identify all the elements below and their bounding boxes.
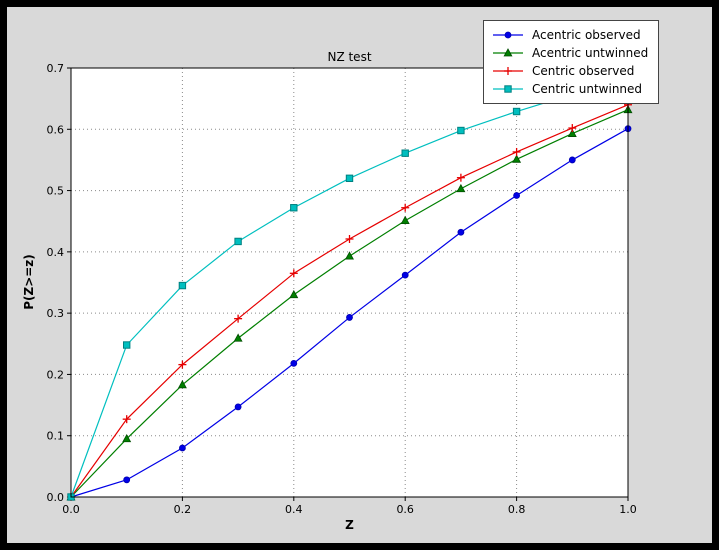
legend-label: Acentric untwinned <box>532 46 649 60</box>
series-acentric-untwinned <box>66 104 633 501</box>
legend-label: Centric observed <box>532 64 635 78</box>
legend-sample-square-icon <box>493 85 523 93</box>
x-tick-label: 0.2 <box>174 503 192 516</box>
legend-item: Centric observed <box>492 62 648 80</box>
x-tick-label: 1.0 <box>619 503 637 516</box>
y-tick-label: 0.7 <box>47 62 65 75</box>
legend-sample-triangle-icon <box>493 48 523 57</box>
axis-ticks: 0.0 0.2 0.4 0.6 0.8 1.0 0.0 0.1 0.2 0.3 0.4 0.5 0.6 0… <box>47 62 637 516</box>
chart-title: NZ test <box>327 50 372 64</box>
plot-frame <box>70 67 629 498</box>
y-axis-label: P(Z>=z) <box>22 254 36 310</box>
x-tick-label: 0.4 <box>285 503 303 516</box>
legend-label: Centric untwinned <box>532 82 643 96</box>
y-tick-label: 0.5 <box>47 185 65 198</box>
legend-item: Centric untwinned <box>492 80 648 98</box>
y-tick-label: 0.0 <box>47 491 65 504</box>
series-centric-observed <box>67 100 632 501</box>
legend-label: Acentric observed <box>532 28 641 42</box>
figure-canvas: 0.0 0.2 0.4 0.6 0.8 1.0 0.0 0.1 0.2 0.3 0.4 0.5 0.6 0… <box>7 7 712 543</box>
y-tick-label: 0.2 <box>47 368 65 381</box>
y-tick-label: 0.1 <box>47 430 65 443</box>
x-tick-label: 0.6 <box>396 503 414 516</box>
plot-background <box>71 68 628 497</box>
y-tick-label: 0.3 <box>47 307 65 320</box>
y-tick-label: 0.4 <box>47 246 65 259</box>
legend-item: Acentric observed <box>492 26 648 44</box>
legend-item: Acentric untwinned <box>492 44 648 62</box>
y-tick-label: 0.6 <box>47 123 65 136</box>
x-axis-label: Z <box>345 518 354 532</box>
plot-area: 0.0 0.2 0.4 0.6 0.8 1.0 0.0 0.1 0.2 0.3 0.4 0.5 0.6 0… <box>47 62 637 516</box>
legend-sample-plus-icon <box>493 67 523 75</box>
legend-sample-circle-icon <box>493 31 523 39</box>
x-tick-label: 0.8 <box>508 503 526 516</box>
legend: Acentric observed Acentric untwinned Centr… <box>483 20 660 104</box>
x-tick-label: 0.0 <box>62 503 80 516</box>
